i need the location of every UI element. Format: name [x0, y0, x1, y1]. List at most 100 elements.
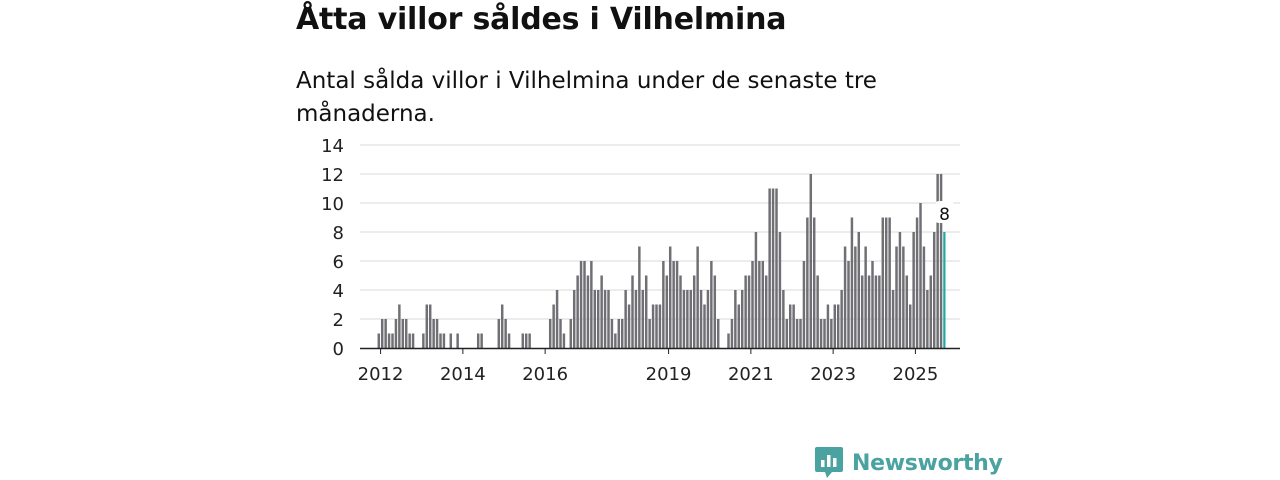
brand-name: Newsworthy [852, 450, 1003, 476]
bar [754, 232, 758, 348]
bar [768, 188, 771, 348]
bar [593, 290, 597, 348]
bar [651, 304, 655, 348]
bar [788, 304, 792, 348]
bar [744, 275, 747, 348]
highlight-label-bg [935, 201, 954, 223]
bar [528, 333, 531, 348]
bar [631, 275, 634, 348]
x-tick-label: 2021 [728, 364, 774, 385]
bar [391, 333, 394, 348]
bar [394, 319, 398, 348]
bar [710, 261, 713, 348]
bar [905, 275, 909, 348]
bar [737, 304, 741, 348]
bar [634, 290, 638, 348]
bar [751, 261, 754, 348]
bar [600, 275, 603, 348]
bar [665, 275, 669, 348]
bar [706, 290, 710, 348]
bar [624, 290, 627, 348]
bar [782, 290, 785, 348]
bar [689, 290, 693, 348]
bar [864, 246, 867, 348]
bar [908, 304, 912, 348]
bar [850, 217, 854, 348]
bar [686, 290, 689, 348]
bar [792, 304, 795, 348]
bar [785, 319, 789, 348]
bar [658, 304, 662, 348]
bar [881, 217, 885, 348]
x-tick-label: 2012 [358, 364, 404, 385]
bar [614, 333, 617, 348]
y-tick-label: 0 [333, 339, 344, 360]
bars [377, 174, 946, 348]
bar-chart: 0 2 4 6 8 10 12 14 2012 2014 2016 2019 2021 2023 2025… [321, 136, 960, 385]
bar [596, 290, 600, 348]
bar [758, 261, 761, 348]
bar [696, 246, 699, 348]
bar [644, 275, 648, 348]
bar [655, 304, 658, 348]
bar [610, 319, 614, 348]
bar [727, 333, 730, 348]
bar [586, 275, 590, 348]
bar [915, 217, 919, 348]
bar [799, 319, 802, 348]
bar [922, 246, 926, 348]
bar [504, 319, 507, 348]
newsworthy-logo[interactable]: Newsworthy [814, 446, 1003, 480]
bar [620, 319, 624, 348]
bar [425, 304, 429, 348]
bar [854, 246, 857, 348]
bar [826, 304, 830, 348]
annotations: 8 [935, 201, 954, 225]
bar [432, 319, 435, 348]
bar [682, 290, 686, 348]
bar [912, 232, 915, 348]
bar [703, 304, 706, 348]
bar [641, 290, 645, 348]
bar [692, 275, 696, 348]
x-tick-label: 2019 [646, 364, 692, 385]
bar [888, 217, 891, 348]
chart-title: Åtta villor såldes i Vilhelmina [296, 2, 787, 37]
bar [812, 217, 816, 348]
bar [435, 319, 439, 348]
bar [552, 304, 555, 348]
bar [590, 261, 593, 348]
bar-highlight [943, 232, 946, 348]
x-tick-label: 2016 [522, 364, 568, 385]
bar [668, 246, 672, 348]
bar [816, 275, 819, 348]
bar [699, 290, 703, 348]
bar [408, 333, 411, 348]
bar [795, 319, 799, 348]
bar [734, 290, 737, 348]
bar [675, 261, 679, 348]
y-tick-label: 2 [333, 310, 344, 331]
y-tick-label: 4 [333, 281, 344, 302]
bar [672, 261, 675, 348]
bar [802, 261, 806, 348]
bar [548, 319, 552, 348]
bar [836, 304, 840, 348]
bar [500, 304, 504, 348]
bar [476, 333, 480, 348]
bar [679, 275, 682, 348]
x-axis: 2012 2014 2016 2019 2021 2023 2025 [358, 347, 960, 385]
bar [377, 333, 381, 348]
bar [428, 304, 432, 348]
bar [562, 333, 566, 348]
y-tick-label: 8 [333, 223, 344, 244]
bar [833, 304, 837, 348]
bar [576, 275, 579, 348]
bar [891, 290, 895, 348]
bar [823, 319, 826, 348]
bar [761, 261, 765, 348]
bar [662, 261, 665, 348]
y-tick-label: 10 [321, 194, 344, 215]
bar [507, 333, 511, 348]
bar [480, 333, 483, 348]
